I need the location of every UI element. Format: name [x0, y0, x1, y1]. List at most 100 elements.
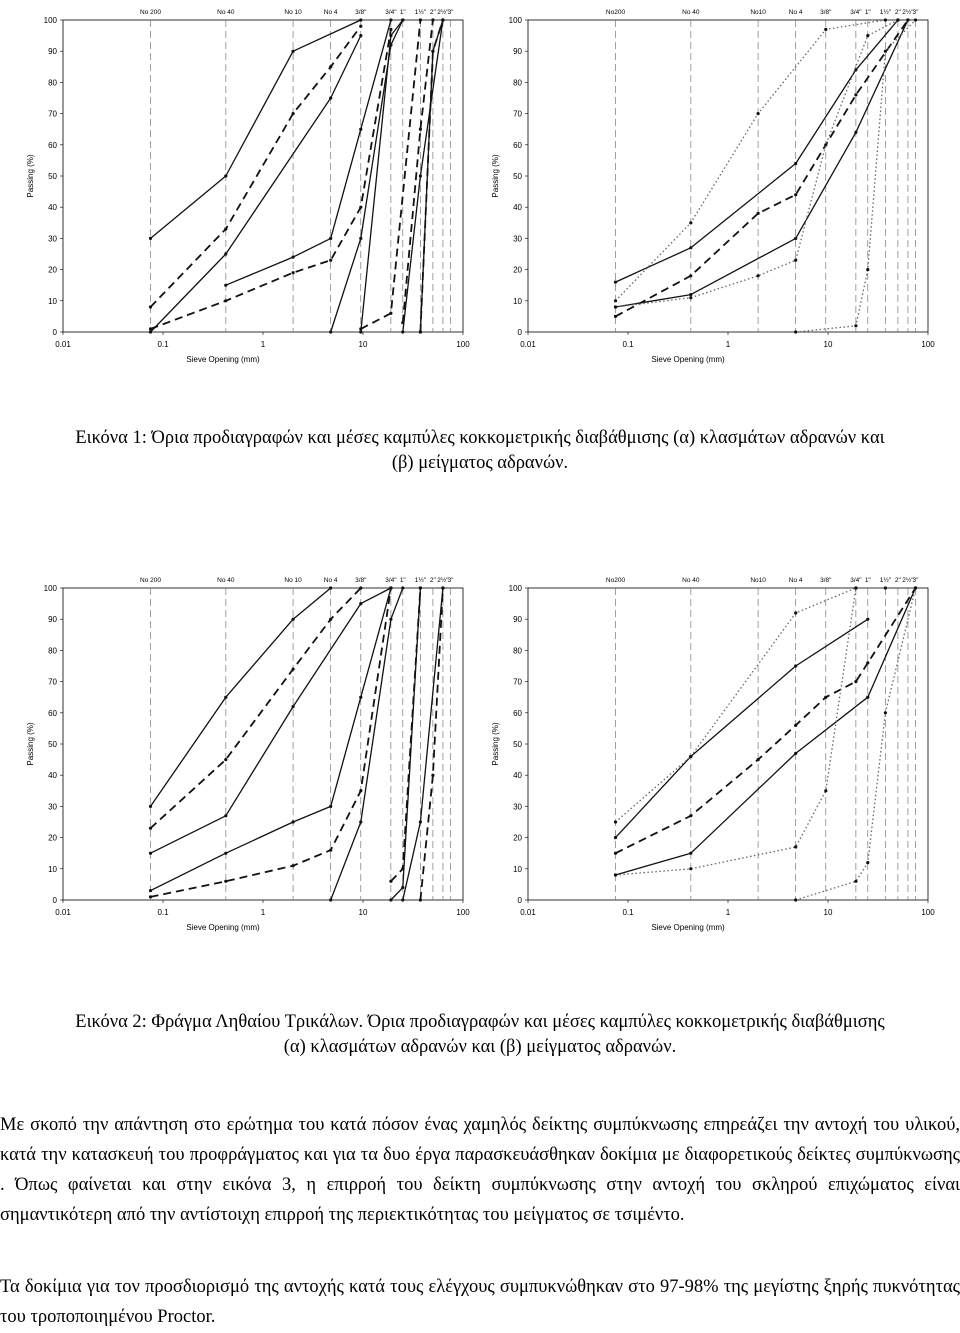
- data-point: [866, 661, 870, 665]
- data-point: [148, 889, 153, 893]
- data-point: [224, 758, 228, 762]
- sieve-label: 1": [400, 9, 407, 16]
- data-point: [418, 898, 422, 902]
- y-axis-title: Passing (%): [491, 154, 500, 197]
- data-point: [418, 586, 422, 590]
- y-tick-label: 90: [513, 47, 522, 56]
- sieve-label: 2": [430, 9, 437, 16]
- data-point: [291, 864, 295, 868]
- sieve-label: 2½": [437, 8, 449, 16]
- data-point: [418, 820, 422, 824]
- sieve-label: 3/8": [355, 577, 367, 584]
- sieve-label: No 10: [284, 577, 302, 584]
- y-axis-title: Passing (%): [26, 154, 35, 197]
- x-tick-label: 0.01: [520, 340, 536, 349]
- data-point: [148, 804, 153, 808]
- data-point: [359, 789, 363, 793]
- data-point: [329, 330, 333, 334]
- data-point: [613, 280, 618, 284]
- data-point: [291, 112, 295, 116]
- data-point: [389, 617, 393, 621]
- x-tick-label: 10: [824, 908, 833, 917]
- data-point: [389, 898, 393, 902]
- y-tick-label: 0: [53, 328, 58, 337]
- sieve-label: No10: [750, 577, 766, 584]
- data-point: [913, 586, 918, 590]
- sieve-label: 3": [913, 9, 920, 16]
- data-point: [794, 330, 798, 334]
- y-tick-label: 0: [518, 896, 523, 905]
- data-point: [389, 586, 393, 590]
- x-tick-label: 0.01: [55, 340, 71, 349]
- data-point: [613, 820, 618, 824]
- grading-curve-solid: [615, 618, 869, 839]
- y-tick-label: 10: [48, 865, 57, 874]
- data-point: [883, 586, 887, 590]
- data-point: [441, 586, 445, 590]
- data-point: [794, 236, 798, 240]
- data-point: [224, 695, 228, 699]
- data-point: [794, 723, 798, 727]
- sieve-label: 3": [913, 577, 920, 584]
- sieve-label: No 200: [140, 9, 161, 16]
- y-tick-label: 40: [513, 771, 522, 780]
- data-point: [224, 283, 228, 287]
- data-point: [794, 193, 798, 197]
- data-point: [148, 305, 153, 309]
- y-tick-label: 10: [513, 865, 522, 874]
- data-point: [329, 848, 333, 852]
- grading-curve-solid: [390, 587, 422, 901]
- data-point: [389, 27, 393, 31]
- x-axis-title: Sieve Opening (mm): [651, 923, 725, 932]
- data-point: [291, 617, 295, 621]
- y-tick-label: 20: [513, 834, 522, 843]
- data-point: [854, 586, 858, 590]
- grading-curve-dotted: [795, 19, 916, 333]
- sieve-label: 3/4": [850, 577, 862, 584]
- y-tick-label: 90: [513, 615, 522, 624]
- data-point: [689, 221, 693, 225]
- grading-curve-dotted: [615, 19, 886, 302]
- data-point: [389, 879, 393, 883]
- y-tick-label: 20: [48, 266, 57, 275]
- chart-1b-svg: 0 10 20 30 40 50 60 70 80 90 100 0.01 0.1 1 10 100 No200…: [491, 8, 935, 364]
- grading-curve-dashed: [149, 25, 362, 308]
- sieve-label: 3": [448, 577, 455, 584]
- data-point: [824, 695, 828, 699]
- y-tick-label: 50: [513, 172, 522, 181]
- data-point: [224, 299, 228, 303]
- data-point: [291, 705, 295, 709]
- data-point: [824, 143, 828, 147]
- sieve-label: No 4: [789, 577, 803, 584]
- data-point: [613, 299, 618, 303]
- data-point: [854, 680, 858, 684]
- y-tick-label: 0: [518, 328, 523, 337]
- data-point: [883, 18, 887, 22]
- data-point: [389, 311, 393, 315]
- y-tick-label: 70: [513, 678, 522, 687]
- grading-curve-dashed: [150, 29, 392, 330]
- data-point: [224, 174, 228, 178]
- y-axis-title: Passing (%): [491, 722, 500, 765]
- x-tick-label: 1: [726, 340, 731, 349]
- data-point: [148, 327, 153, 331]
- sieve-label: 1½": [415, 576, 427, 584]
- y-tick-label: 70: [48, 678, 57, 687]
- data-point: [224, 879, 228, 883]
- data-point: [291, 667, 295, 671]
- data-point: [756, 211, 760, 215]
- y-tick-label: 70: [513, 110, 522, 119]
- y-tick-label: 60: [513, 141, 522, 150]
- sieve-label: 3": [448, 9, 455, 16]
- y-tick-label: 100: [44, 16, 58, 25]
- data-point: [401, 321, 405, 325]
- data-point: [854, 93, 858, 97]
- body-paragraph-1: Με σκοπό την απάντηση στο ερώτημα του κα…: [0, 1115, 960, 1225]
- data-point: [148, 236, 153, 240]
- data-point: [613, 873, 618, 877]
- x-tick-label: 0.01: [55, 908, 71, 917]
- data-point: [418, 330, 422, 334]
- data-point: [329, 898, 333, 902]
- sieve-label: No 40: [682, 577, 700, 584]
- x-tick-label: 0.1: [622, 340, 634, 349]
